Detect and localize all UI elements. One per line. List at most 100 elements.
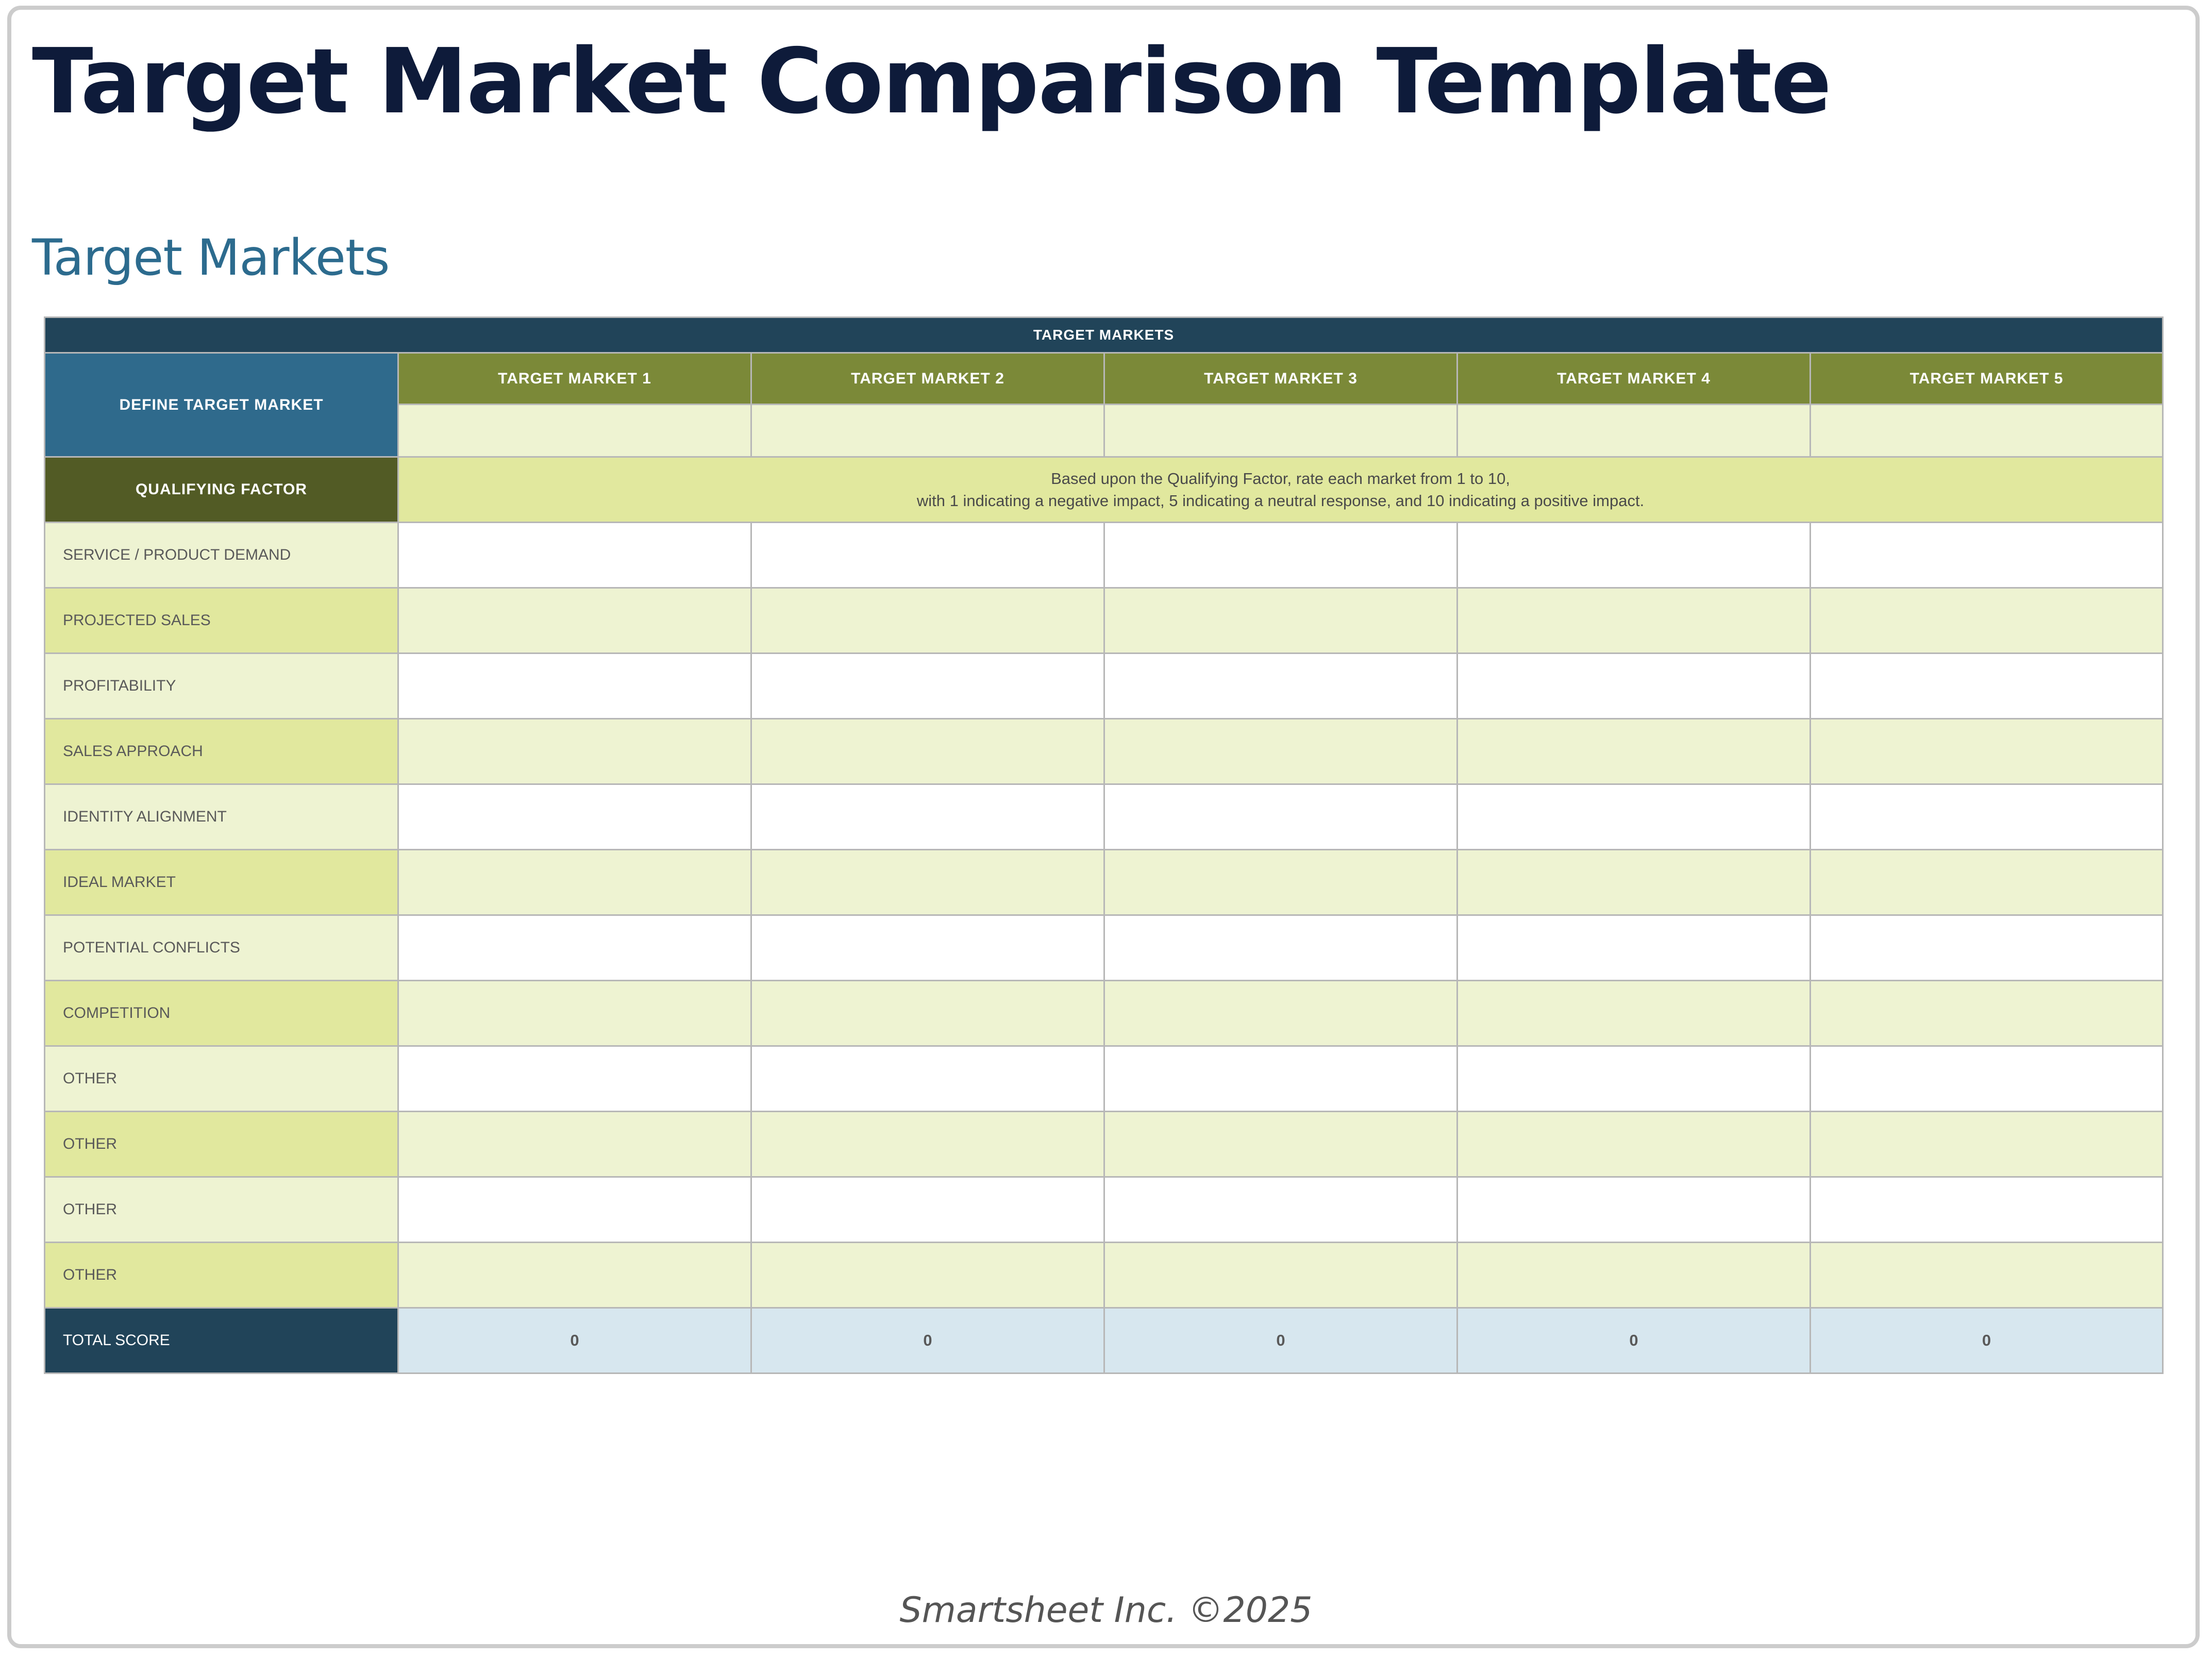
score-cell-market-3[interactable] xyxy=(1103,1242,1458,1309)
score-cell-market-4[interactable] xyxy=(1456,849,1811,916)
factor-label: OTHER xyxy=(44,1111,399,1178)
factor-row: POTENTIAL CONFLICTS xyxy=(44,914,2164,981)
factor-row: OTHER xyxy=(44,1242,2164,1309)
score-cell-market-2[interactable] xyxy=(750,849,1105,916)
market-name-input-2[interactable] xyxy=(750,404,1105,458)
score-cell-market-2[interactable] xyxy=(750,1045,1105,1112)
factor-row: COMPETITION xyxy=(44,980,2164,1047)
score-cell-market-5[interactable] xyxy=(1809,1111,2164,1178)
score-cell-market-2[interactable] xyxy=(750,1176,1105,1243)
score-cell-market-3[interactable] xyxy=(1103,522,1458,589)
market-name-input-3[interactable] xyxy=(1103,404,1458,458)
score-cell-market-4[interactable] xyxy=(1456,1045,1811,1112)
rating-instructions-line-1: Based upon the Qualifying Factor, rate e… xyxy=(1051,470,1510,488)
factor-row: OTHER xyxy=(44,1176,2164,1243)
score-cell-market-1[interactable] xyxy=(397,849,752,916)
score-cell-market-4[interactable] xyxy=(1456,587,1811,654)
factor-label: PROFITABILITY xyxy=(44,652,399,719)
score-cell-market-4[interactable] xyxy=(1456,914,1811,981)
score-cell-market-3[interactable] xyxy=(1103,980,1458,1047)
factor-label: OTHER xyxy=(44,1176,399,1243)
score-cell-market-1[interactable] xyxy=(397,1242,752,1309)
rating-instructions-line-2: with 1 indicating a negative impact, 5 i… xyxy=(916,492,1645,510)
define-target-market-label: DEFINE TARGET MARKET xyxy=(44,352,399,458)
score-cell-market-3[interactable] xyxy=(1103,914,1458,981)
comparison-table: TARGET MARKETS DEFINE TARGET MARKET TARG… xyxy=(43,316,2164,1374)
score-cell-market-4[interactable] xyxy=(1456,783,1811,850)
score-cell-market-4[interactable] xyxy=(1456,1111,1811,1178)
score-cell-market-3[interactable] xyxy=(1103,718,1458,785)
score-cell-market-1[interactable] xyxy=(397,1045,752,1112)
score-cell-market-3[interactable] xyxy=(1103,587,1458,654)
factor-row: PROJECTED SALES xyxy=(44,587,2164,654)
score-cell-market-1[interactable] xyxy=(397,587,752,654)
score-cell-market-1[interactable] xyxy=(397,522,752,589)
score-cell-market-4[interactable] xyxy=(1456,522,1811,589)
score-cell-market-5[interactable] xyxy=(1809,849,2164,916)
score-cell-market-3[interactable] xyxy=(1103,1045,1458,1112)
score-cell-market-2[interactable] xyxy=(750,914,1105,981)
factor-label: PROJECTED SALES xyxy=(44,587,399,654)
score-cell-market-5[interactable] xyxy=(1809,1176,2164,1243)
score-cell-market-2[interactable] xyxy=(750,783,1105,850)
factor-label: SALES APPROACH xyxy=(44,718,399,785)
score-cell-market-1[interactable] xyxy=(397,652,752,719)
score-cell-market-1[interactable] xyxy=(397,1176,752,1243)
score-cell-market-2[interactable] xyxy=(750,587,1105,654)
score-cell-market-4[interactable] xyxy=(1456,1242,1811,1309)
score-cell-market-4[interactable] xyxy=(1456,980,1811,1047)
score-cell-market-5[interactable] xyxy=(1809,1242,2164,1309)
score-cell-market-3[interactable] xyxy=(1103,783,1458,850)
score-cell-market-5[interactable] xyxy=(1809,587,2164,654)
score-cell-market-3[interactable] xyxy=(1103,1111,1458,1178)
score-cell-market-2[interactable] xyxy=(750,718,1105,785)
market-header-4: TARGET MARKET 4 xyxy=(1456,352,1811,405)
score-cell-market-4[interactable] xyxy=(1456,1176,1811,1243)
market-header-5: TARGET MARKET 5 xyxy=(1809,352,2164,405)
score-cell-market-1[interactable] xyxy=(397,783,752,850)
factor-label: POTENTIAL CONFLICTS xyxy=(44,914,399,981)
target-markets-header: TARGET MARKETS xyxy=(43,316,2164,354)
factor-row: OTHER xyxy=(44,1111,2164,1178)
score-cell-market-4[interactable] xyxy=(1456,652,1811,719)
score-cell-market-5[interactable] xyxy=(1809,652,2164,719)
factor-row: IDENTITY ALIGNMENT xyxy=(44,783,2164,850)
factor-label: OTHER xyxy=(44,1242,399,1309)
score-cell-market-2[interactable] xyxy=(750,522,1105,589)
score-cell-market-2[interactable] xyxy=(750,980,1105,1047)
score-cell-market-5[interactable] xyxy=(1809,522,2164,589)
score-cell-market-5[interactable] xyxy=(1809,980,2164,1047)
factor-row: OTHER xyxy=(44,1045,2164,1112)
score-cell-market-1[interactable] xyxy=(397,980,752,1047)
score-cell-market-5[interactable] xyxy=(1809,783,2164,850)
market-header-2: TARGET MARKET 2 xyxy=(750,352,1105,405)
market-name-input-1[interactable] xyxy=(397,404,752,458)
score-cell-market-5[interactable] xyxy=(1809,718,2164,785)
score-cell-market-5[interactable] xyxy=(1809,914,2164,981)
total-score-2: 0 xyxy=(750,1307,1105,1374)
score-cell-market-1[interactable] xyxy=(397,1111,752,1178)
score-cell-market-2[interactable] xyxy=(750,1242,1105,1309)
page-title: Target Market Comparison Template xyxy=(32,29,1832,134)
score-cell-market-1[interactable] xyxy=(397,914,752,981)
score-cell-market-5[interactable] xyxy=(1809,1045,2164,1112)
market-header-3: TARGET MARKET 3 xyxy=(1103,352,1458,405)
score-cell-market-3[interactable] xyxy=(1103,849,1458,916)
factor-label: OTHER xyxy=(44,1045,399,1112)
factor-label: COMPETITION xyxy=(44,980,399,1047)
total-score-3: 0 xyxy=(1103,1307,1458,1374)
score-cell-market-1[interactable] xyxy=(397,718,752,785)
score-cell-market-3[interactable] xyxy=(1103,1176,1458,1243)
market-header-1: TARGET MARKET 1 xyxy=(397,352,752,405)
factor-row: SALES APPROACH xyxy=(44,718,2164,785)
total-score-4: 0 xyxy=(1456,1307,1811,1374)
market-name-input-4[interactable] xyxy=(1456,404,1811,458)
score-cell-market-2[interactable] xyxy=(750,652,1105,719)
score-cell-market-3[interactable] xyxy=(1103,652,1458,719)
score-cell-market-2[interactable] xyxy=(750,1111,1105,1178)
factor-row: SERVICE / PRODUCT DEMAND xyxy=(44,522,2164,589)
score-cell-market-4[interactable] xyxy=(1456,718,1811,785)
market-name-input-5[interactable] xyxy=(1809,404,2164,458)
section-title: Target Markets xyxy=(32,229,390,287)
total-score-label: TOTAL SCORE xyxy=(44,1307,399,1374)
